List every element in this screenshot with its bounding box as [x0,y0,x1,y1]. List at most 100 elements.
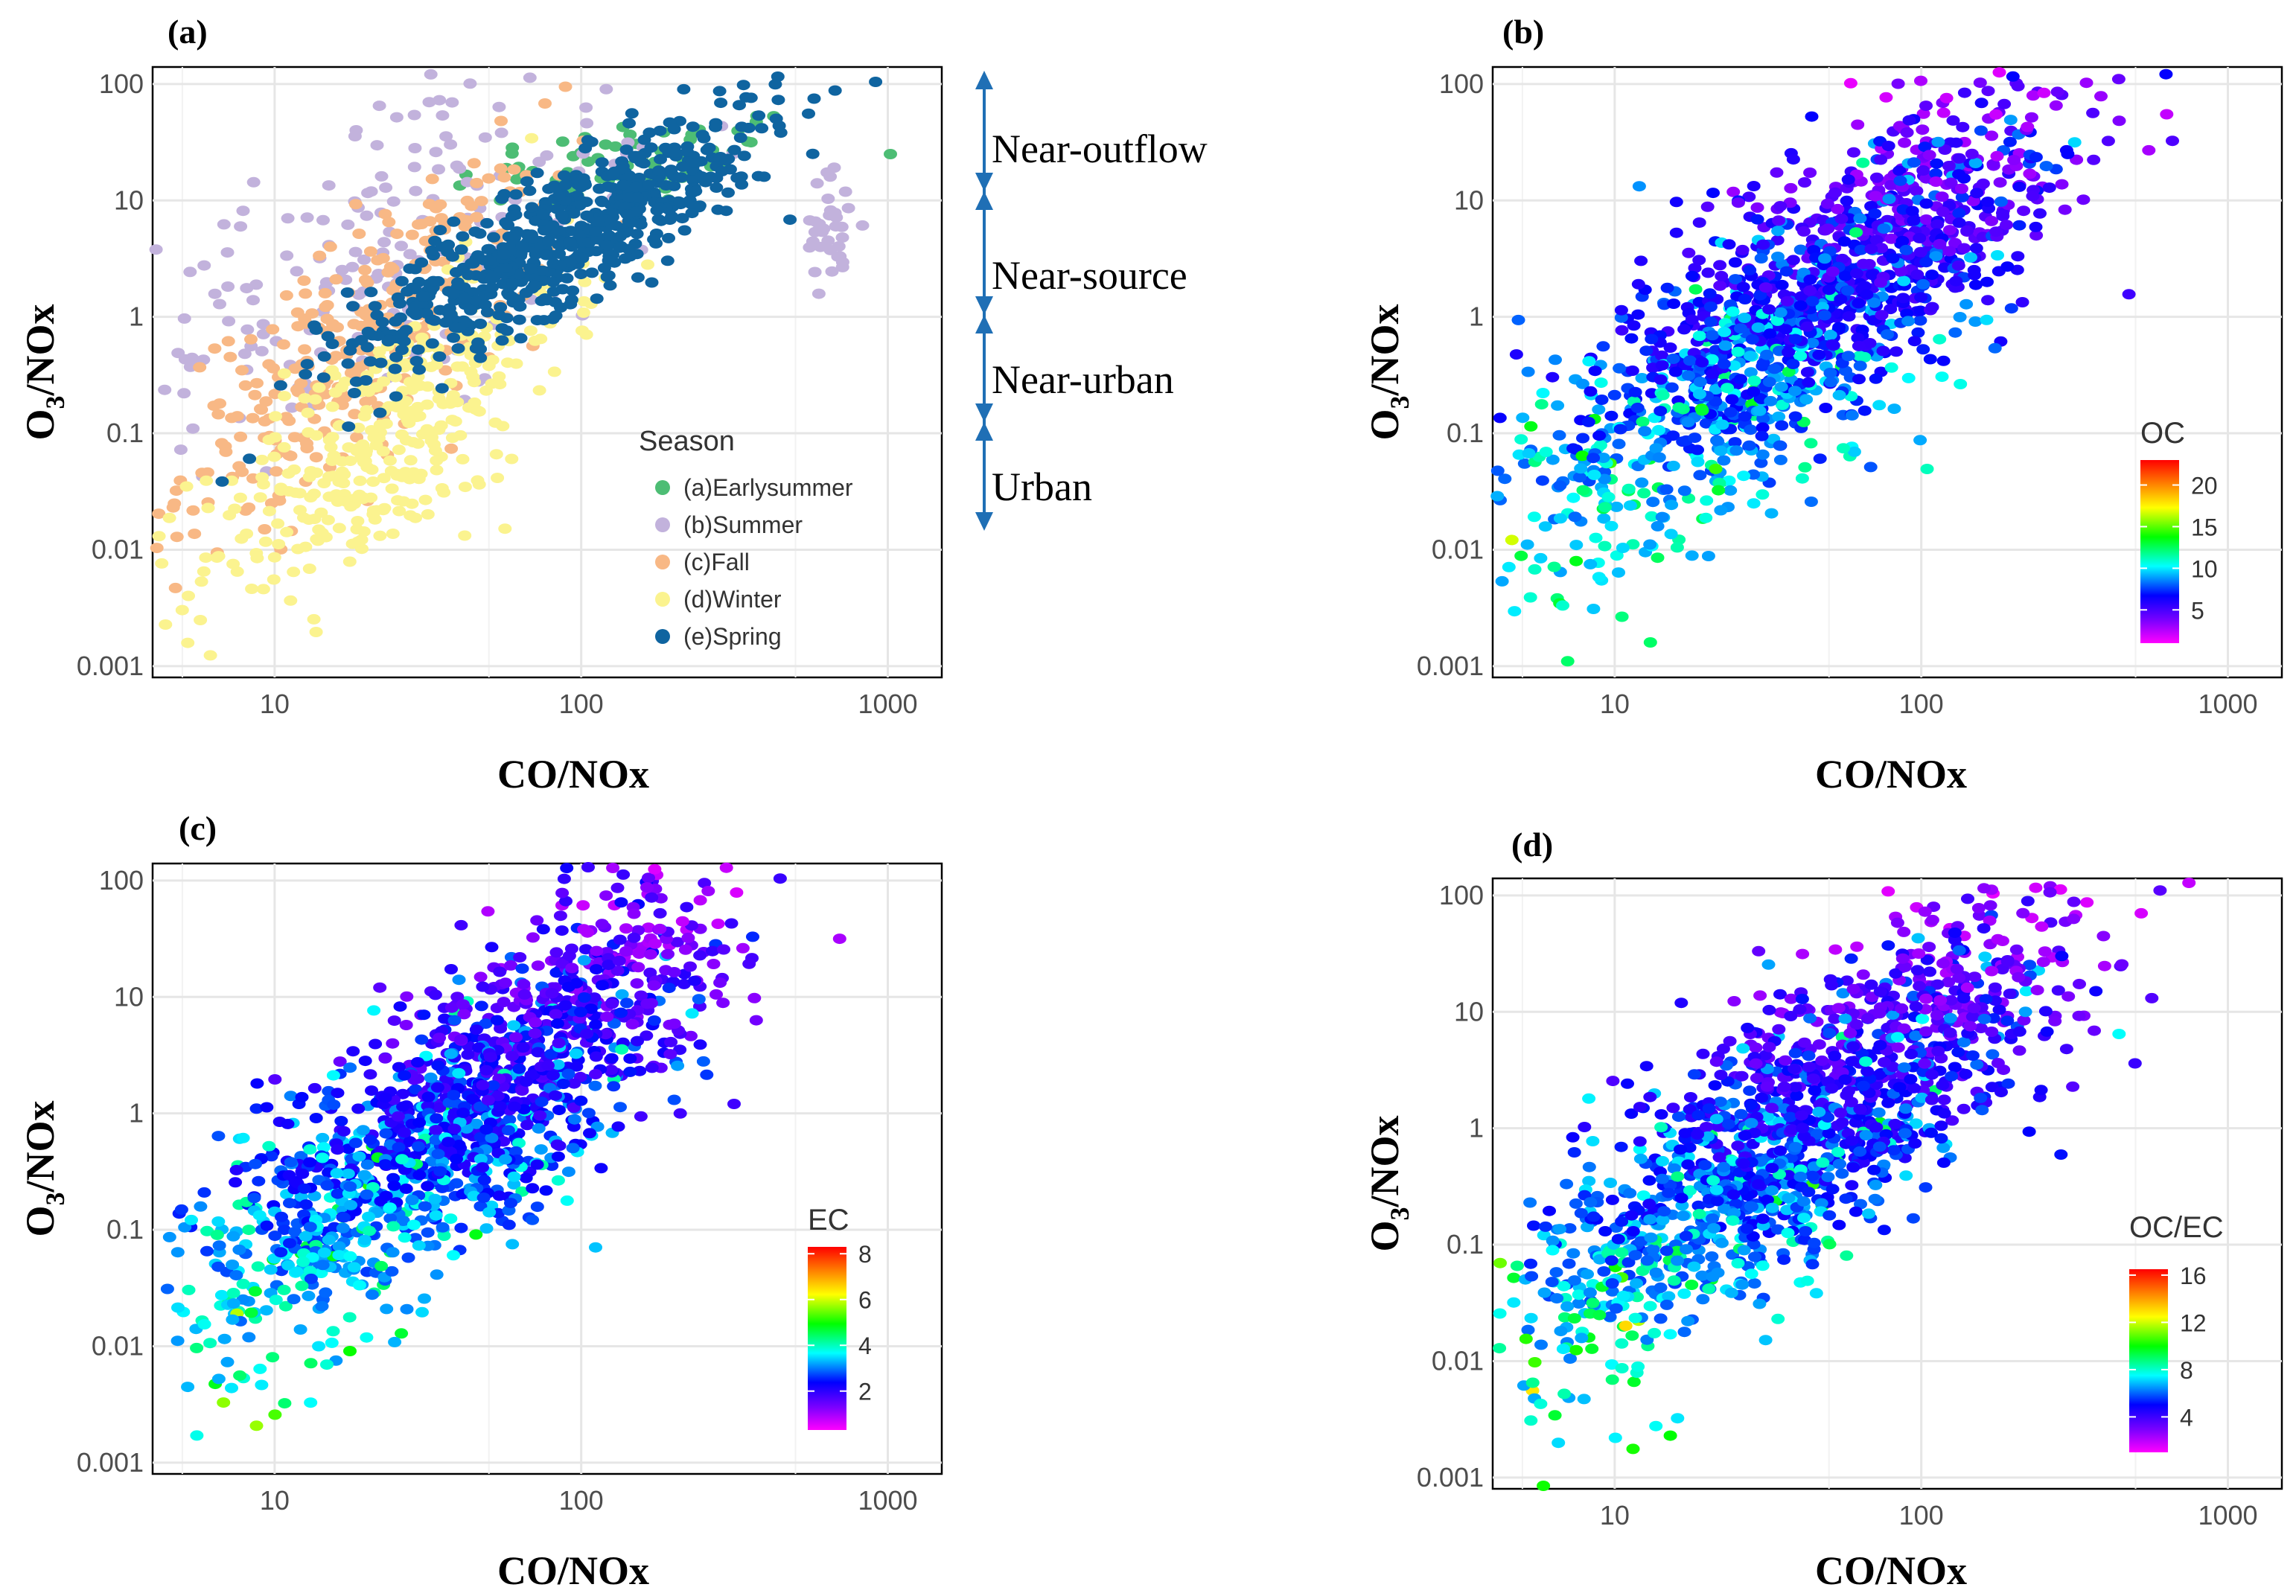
data-point [689,157,702,168]
data-point [404,455,418,466]
y-tick-label: 0.01 [92,534,144,564]
data-point [302,564,316,574]
data-point [386,196,401,207]
data-point [456,999,470,1010]
data-point [390,229,404,240]
data-point [599,890,613,901]
data-point [1960,225,1974,236]
data-point [415,1034,429,1045]
data-point [296,1168,310,1179]
data-point [174,1204,188,1215]
y-tick-label: 10 [1454,185,1484,215]
data-point [2029,152,2043,163]
data-point [424,361,438,372]
data-point [328,387,342,398]
data-point [640,998,654,1009]
data-point [1652,452,1666,463]
data-point [179,481,194,492]
data-point [1576,485,1590,496]
data-point [1731,346,1745,357]
data-point [1795,473,1809,484]
data-point [395,1328,409,1339]
data-point [458,293,472,304]
data-point [389,112,404,123]
data-point [320,1359,334,1370]
data-point [1692,255,1706,266]
data-point [642,179,656,191]
data-point [300,438,313,449]
data-point [1604,520,1619,532]
data-point [1786,359,1800,369]
data-point [482,255,497,266]
data-point [620,209,634,220]
data-point [303,1144,317,1155]
data-point [432,164,445,175]
data-point [2039,161,2053,172]
data-point [1574,463,1588,474]
data-point [542,236,556,247]
data-point [2112,115,2126,127]
data-point [425,245,439,256]
data-point [597,263,611,273]
data-point [454,1222,468,1233]
data-point [351,422,366,433]
data-point [454,1034,468,1045]
data-point [421,1091,436,1102]
data-point [273,380,287,391]
data-point [557,170,571,181]
data-point [560,1195,574,1206]
data-point [2004,303,2018,314]
data-point [281,1118,295,1129]
data-point [514,333,528,344]
data-point [266,324,280,335]
data-point [444,443,459,454]
data-point [653,907,667,919]
data-point [232,1244,246,1255]
x-tick-label: 10 [1600,689,1630,719]
colorbar-tick-label: 4 [858,1332,872,1359]
arrow-head-up-icon [975,71,993,89]
data-point [229,1177,243,1188]
data-point [405,1195,419,1205]
data-point [312,382,326,393]
data-point [424,435,439,447]
data-point [1703,288,1717,299]
data-point [494,301,508,313]
data-point [2003,115,2018,126]
data-point [1881,329,1895,340]
data-point [1852,340,1866,351]
data-point [615,1044,629,1055]
data-point [415,290,430,301]
data-point [168,498,182,509]
data-point [631,1035,644,1047]
data-point [444,309,458,320]
data-point [152,531,166,542]
data-point [1980,276,1994,287]
data-point [1831,203,1845,214]
data-point [372,346,386,357]
data-point [485,942,499,953]
data-point [344,368,358,379]
data-point [1508,606,1522,617]
data-point [272,539,286,549]
data-point [1884,233,1898,244]
data-point [287,1294,301,1305]
data-point [458,482,472,493]
data-point [660,255,675,266]
data-point [1728,437,1742,448]
data-point [713,977,727,989]
data-point [607,1081,621,1092]
data-point [1821,223,1835,234]
data-point [446,397,460,408]
data-point [268,1409,282,1420]
data-point [368,514,382,525]
data-point [341,219,355,230]
data-point [535,265,549,276]
data-point [258,524,272,534]
data-point [1804,497,1818,507]
data-point [2101,135,2115,147]
data-point [1729,445,1744,456]
data-point [312,524,326,535]
data-point [653,125,667,136]
data-point [1683,1092,1697,1102]
